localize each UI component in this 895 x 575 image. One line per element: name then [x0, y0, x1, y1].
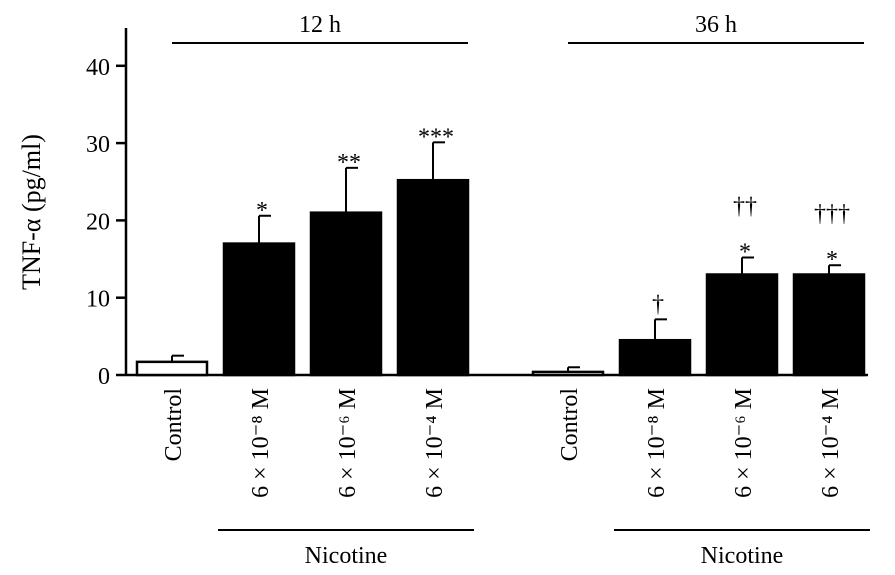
bar	[135, 360, 209, 377]
x-tick-label: 6 × 10⁻⁶ M	[731, 388, 757, 498]
x-tick-label: Control	[161, 388, 187, 462]
bar	[705, 273, 779, 377]
significance-marker: ††	[733, 194, 757, 220]
y-tick-label: 0	[98, 364, 110, 390]
significance-marker: †††	[814, 201, 850, 227]
significance-marker: **	[337, 150, 361, 176]
significance-marker: ***	[418, 124, 454, 150]
treatment-label: Nicotine	[701, 543, 784, 569]
y-tick-label: 10	[86, 287, 110, 313]
bar	[618, 338, 692, 377]
bar	[792, 273, 866, 377]
group-label: 36 h	[695, 12, 737, 38]
y-tick-label: 30	[86, 132, 110, 158]
bar	[396, 178, 470, 377]
significance-marker: *	[826, 247, 838, 273]
y-tick-label: 20	[86, 209, 110, 235]
x-tick-label: 6 × 10⁻⁸ M	[248, 388, 274, 498]
y-tick-label: 40	[86, 55, 110, 81]
x-tick-label: 6 × 10⁻⁸ M	[644, 388, 670, 498]
group-label: 12 h	[299, 12, 341, 38]
significance-marker: *	[256, 198, 268, 224]
treatment-label: Nicotine	[305, 543, 388, 569]
x-tick-label: Control	[557, 388, 583, 462]
bar	[309, 211, 383, 377]
x-tick-label: 6 × 10⁻⁴ M	[422, 388, 448, 498]
significance-marker: *	[739, 240, 751, 266]
x-tick-label: 6 × 10⁻⁶ M	[335, 388, 361, 498]
y-axis-label: TNF-α (pg/ml)	[17, 134, 46, 290]
significance-marker: †	[652, 291, 664, 317]
bar	[222, 242, 296, 377]
bar	[531, 370, 605, 377]
x-tick-label: 6 × 10⁻⁴ M	[818, 388, 844, 498]
